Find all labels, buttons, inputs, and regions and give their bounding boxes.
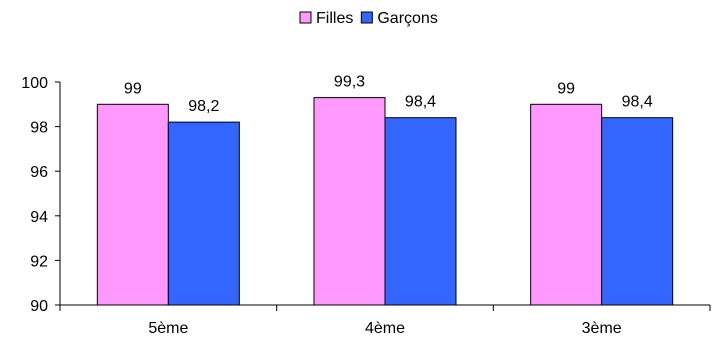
x-tick-label: 4ème <box>365 320 405 337</box>
data-label-garçons-3: 98,4 <box>622 94 653 111</box>
y-tick-label: 98 <box>30 120 48 137</box>
bar-filles-1[interactable] <box>96 103 169 306</box>
legend: Filles Garçons <box>299 10 438 27</box>
data-label-garçons-2: 98,4 <box>405 94 436 111</box>
x-tick-labels: 5ème 4ème 3ème <box>148 320 621 337</box>
data-label-garçons-1: 98,2 <box>188 98 219 115</box>
data-label-filles-1: 99 <box>124 80 142 97</box>
legend-swatch-filles <box>299 11 312 24</box>
bar-filles-3[interactable] <box>530 103 603 306</box>
legend-swatch-garçons <box>360 11 373 24</box>
bar-filles-2[interactable] <box>313 97 386 306</box>
bar-garçons-1[interactable] <box>167 121 240 306</box>
bar-garçons-2[interactable] <box>384 117 457 306</box>
legend-label-filles: Filles <box>316 10 353 27</box>
y-tick-label: 92 <box>30 253 48 270</box>
bars <box>96 97 674 306</box>
y-tick-label: 90 <box>30 298 48 315</box>
data-labels: 99 98,2 99,3 98,4 99 98,4 <box>124 74 653 116</box>
data-label-filles-3: 99 <box>557 80 575 97</box>
legend-label-garçons: Garçons <box>377 10 437 27</box>
x-tick-label: 5ème <box>148 320 188 337</box>
axes <box>55 81 711 311</box>
y-tick-label: 94 <box>30 209 48 226</box>
y-tick-label: 100 <box>21 75 48 92</box>
y-tick-labels: 90 92 94 96 98 100 <box>21 75 48 315</box>
y-tick-label: 96 <box>30 164 48 181</box>
bar-garçons-3[interactable] <box>601 117 674 306</box>
data-label-filles-2: 99,3 <box>334 74 365 91</box>
x-tick-label: 3ème <box>582 320 622 337</box>
